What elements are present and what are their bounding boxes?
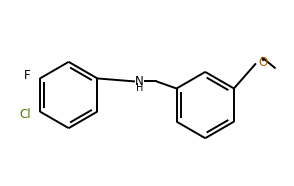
Text: Cl: Cl bbox=[19, 108, 31, 121]
Text: H: H bbox=[136, 83, 144, 93]
Text: O: O bbox=[258, 56, 268, 69]
Text: F: F bbox=[24, 69, 31, 82]
Text: N: N bbox=[135, 76, 143, 89]
